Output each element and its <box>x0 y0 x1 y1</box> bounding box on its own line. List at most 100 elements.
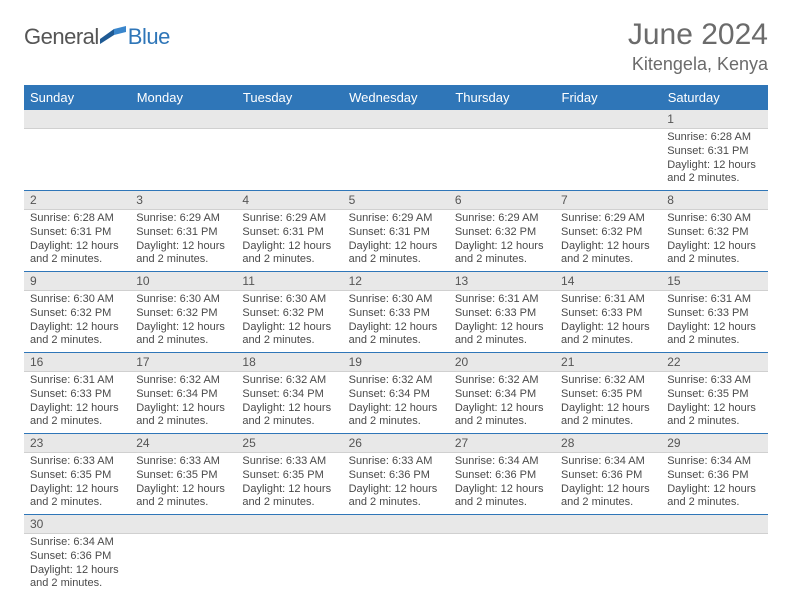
daylight-line: Daylight: 12 hours and 2 minutes. <box>455 321 549 349</box>
day-number: 20 <box>449 353 555 372</box>
daylight-line: Daylight: 12 hours and 2 minutes. <box>349 483 443 511</box>
sunset-line: Sunset: 6:32 PM <box>136 307 230 321</box>
sunset-line: Sunset: 6:35 PM <box>242 469 336 483</box>
sunrise-line: Sunrise: 6:28 AM <box>667 131 761 145</box>
sunset-line: Sunset: 6:36 PM <box>349 469 443 483</box>
calendar-week-row: 30Sunrise: 6:34 AMSunset: 6:36 PMDayligh… <box>24 515 768 596</box>
day-number: 9 <box>24 272 130 291</box>
calendar-cell: 25Sunrise: 6:33 AMSunset: 6:35 PMDayligh… <box>236 434 342 515</box>
day-details: Sunrise: 6:31 AMSunset: 6:33 PMDaylight:… <box>661 291 767 352</box>
calendar-cell: 17Sunrise: 6:32 AMSunset: 6:34 PMDayligh… <box>130 353 236 434</box>
day-number: 19 <box>343 353 449 372</box>
sunset-line: Sunset: 6:35 PM <box>30 469 124 483</box>
daylight-line: Daylight: 12 hours and 2 minutes. <box>30 240 124 268</box>
month-title: June 2024 <box>628 18 768 52</box>
sunset-line: Sunset: 6:31 PM <box>242 226 336 240</box>
day-number: 17 <box>130 353 236 372</box>
day-details: Sunrise: 6:30 AMSunset: 6:32 PMDaylight:… <box>24 291 130 352</box>
day-number: 12 <box>343 272 449 291</box>
sunrise-line: Sunrise: 6:33 AM <box>242 455 336 469</box>
day-number: 6 <box>449 191 555 210</box>
calendar-cell: 19Sunrise: 6:32 AMSunset: 6:34 PMDayligh… <box>343 353 449 434</box>
day-details: Sunrise: 6:32 AMSunset: 6:34 PMDaylight:… <box>449 372 555 433</box>
day-number: 14 <box>555 272 661 291</box>
daylight-line: Daylight: 12 hours and 2 minutes. <box>561 483 655 511</box>
sunrise-line: Sunrise: 6:32 AM <box>455 374 549 388</box>
weekday-header: Tuesday <box>236 85 342 110</box>
sunrise-line: Sunrise: 6:28 AM <box>30 212 124 226</box>
sunset-line: Sunset: 6:34 PM <box>242 388 336 402</box>
day-details: Sunrise: 6:34 AMSunset: 6:36 PMDaylight:… <box>449 453 555 514</box>
daylight-line: Daylight: 12 hours and 2 minutes. <box>242 321 336 349</box>
day-details: Sunrise: 6:29 AMSunset: 6:32 PMDaylight:… <box>449 210 555 271</box>
daynum-bar-empty <box>24 110 130 129</box>
calendar-cell: 5Sunrise: 6:29 AMSunset: 6:31 PMDaylight… <box>343 191 449 272</box>
sunrise-line: Sunrise: 6:30 AM <box>136 293 230 307</box>
calendar-cell <box>661 515 767 596</box>
calendar-cell <box>449 110 555 191</box>
daylight-line: Daylight: 12 hours and 2 minutes. <box>30 402 124 430</box>
daylight-line: Daylight: 12 hours and 2 minutes. <box>667 483 761 511</box>
daylight-line: Daylight: 12 hours and 2 minutes. <box>30 321 124 349</box>
daynum-bar-empty <box>449 110 555 129</box>
sunset-line: Sunset: 6:35 PM <box>667 388 761 402</box>
calendar-cell <box>343 515 449 596</box>
calendar-cell: 22Sunrise: 6:33 AMSunset: 6:35 PMDayligh… <box>661 353 767 434</box>
day-number: 23 <box>24 434 130 453</box>
calendar-cell: 29Sunrise: 6:34 AMSunset: 6:36 PMDayligh… <box>661 434 767 515</box>
calendar-cell: 2Sunrise: 6:28 AMSunset: 6:31 PMDaylight… <box>24 191 130 272</box>
day-details: Sunrise: 6:30 AMSunset: 6:32 PMDaylight:… <box>661 210 767 271</box>
daynum-bar-empty <box>130 515 236 534</box>
calendar-cell: 28Sunrise: 6:34 AMSunset: 6:36 PMDayligh… <box>555 434 661 515</box>
sunset-line: Sunset: 6:32 PM <box>30 307 124 321</box>
sunset-line: Sunset: 6:34 PM <box>136 388 230 402</box>
sunrise-line: Sunrise: 6:29 AM <box>561 212 655 226</box>
sunset-line: Sunset: 6:32 PM <box>242 307 336 321</box>
sunrise-line: Sunrise: 6:31 AM <box>561 293 655 307</box>
day-number: 26 <box>343 434 449 453</box>
calendar-cell: 24Sunrise: 6:33 AMSunset: 6:35 PMDayligh… <box>130 434 236 515</box>
daynum-bar-empty <box>236 110 342 129</box>
day-number: 8 <box>661 191 767 210</box>
calendar-cell: 30Sunrise: 6:34 AMSunset: 6:36 PMDayligh… <box>24 515 130 596</box>
calendar-week-row: 23Sunrise: 6:33 AMSunset: 6:35 PMDayligh… <box>24 434 768 515</box>
day-number: 1 <box>661 110 767 129</box>
calendar-cell <box>449 515 555 596</box>
weekday-header: Thursday <box>449 85 555 110</box>
day-details: Sunrise: 6:31 AMSunset: 6:33 PMDaylight:… <box>449 291 555 352</box>
day-number: 16 <box>24 353 130 372</box>
sunset-line: Sunset: 6:33 PM <box>455 307 549 321</box>
calendar-cell: 27Sunrise: 6:34 AMSunset: 6:36 PMDayligh… <box>449 434 555 515</box>
day-number: 7 <box>555 191 661 210</box>
weekday-header: Wednesday <box>343 85 449 110</box>
daylight-line: Daylight: 12 hours and 2 minutes. <box>667 159 761 187</box>
sunrise-line: Sunrise: 6:30 AM <box>242 293 336 307</box>
calendar-cell: 9Sunrise: 6:30 AMSunset: 6:32 PMDaylight… <box>24 272 130 353</box>
calendar-cell: 8Sunrise: 6:30 AMSunset: 6:32 PMDaylight… <box>661 191 767 272</box>
sunrise-line: Sunrise: 6:33 AM <box>30 455 124 469</box>
day-details: Sunrise: 6:29 AMSunset: 6:31 PMDaylight:… <box>343 210 449 271</box>
sunset-line: Sunset: 6:36 PM <box>30 550 124 564</box>
day-number: 2 <box>24 191 130 210</box>
day-number: 15 <box>661 272 767 291</box>
calendar-page: General Blue June 2024 Kitengela, Kenya … <box>0 0 792 613</box>
sunset-line: Sunset: 6:32 PM <box>561 226 655 240</box>
sunrise-line: Sunrise: 6:29 AM <box>349 212 443 226</box>
daylight-line: Daylight: 12 hours and 2 minutes. <box>349 402 443 430</box>
logo: General Blue <box>24 24 170 50</box>
day-details: Sunrise: 6:28 AMSunset: 6:31 PMDaylight:… <box>24 210 130 271</box>
day-details: Sunrise: 6:31 AMSunset: 6:33 PMDaylight:… <box>555 291 661 352</box>
calendar-body: 1Sunrise: 6:28 AMSunset: 6:31 PMDaylight… <box>24 110 768 595</box>
day-details: Sunrise: 6:29 AMSunset: 6:31 PMDaylight:… <box>130 210 236 271</box>
calendar-week-row: 9Sunrise: 6:30 AMSunset: 6:32 PMDaylight… <box>24 272 768 353</box>
daylight-line: Daylight: 12 hours and 2 minutes. <box>561 240 655 268</box>
daylight-line: Daylight: 12 hours and 2 minutes. <box>242 402 336 430</box>
calendar-cell: 12Sunrise: 6:30 AMSunset: 6:33 PMDayligh… <box>343 272 449 353</box>
sunset-line: Sunset: 6:31 PM <box>136 226 230 240</box>
sunrise-line: Sunrise: 6:33 AM <box>136 455 230 469</box>
sunset-line: Sunset: 6:36 PM <box>667 469 761 483</box>
day-details: Sunrise: 6:28 AMSunset: 6:31 PMDaylight:… <box>661 129 767 190</box>
day-details: Sunrise: 6:34 AMSunset: 6:36 PMDaylight:… <box>661 453 767 514</box>
sunrise-line: Sunrise: 6:30 AM <box>30 293 124 307</box>
day-number: 3 <box>130 191 236 210</box>
